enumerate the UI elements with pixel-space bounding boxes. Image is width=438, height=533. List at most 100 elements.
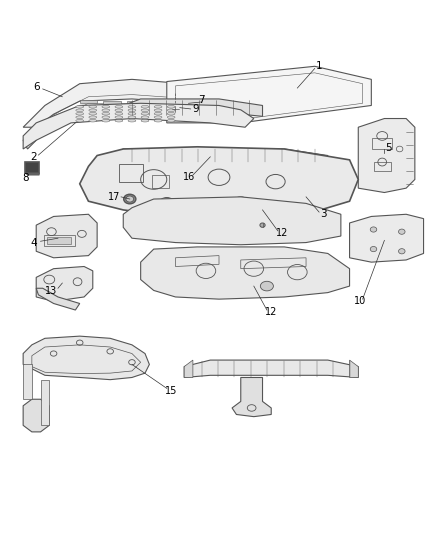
Polygon shape bbox=[127, 101, 144, 104]
Bar bbox=[152, 175, 169, 188]
Ellipse shape bbox=[115, 119, 123, 122]
Bar bbox=[372, 138, 392, 149]
Polygon shape bbox=[23, 127, 36, 149]
Polygon shape bbox=[23, 399, 49, 432]
Ellipse shape bbox=[399, 229, 405, 235]
Text: 10: 10 bbox=[354, 296, 367, 306]
Ellipse shape bbox=[141, 112, 149, 115]
Text: 17: 17 bbox=[107, 192, 120, 202]
Polygon shape bbox=[141, 247, 350, 299]
Polygon shape bbox=[358, 118, 415, 192]
Ellipse shape bbox=[89, 106, 97, 108]
Ellipse shape bbox=[76, 109, 84, 111]
Ellipse shape bbox=[141, 119, 149, 122]
Polygon shape bbox=[350, 214, 424, 262]
Ellipse shape bbox=[141, 109, 149, 111]
Polygon shape bbox=[36, 214, 97, 258]
Text: 12: 12 bbox=[265, 307, 277, 317]
Ellipse shape bbox=[141, 106, 149, 108]
Ellipse shape bbox=[167, 112, 175, 115]
Text: 4: 4 bbox=[31, 238, 37, 248]
Text: 12: 12 bbox=[276, 228, 288, 238]
Text: 2: 2 bbox=[31, 152, 37, 162]
Ellipse shape bbox=[260, 223, 265, 228]
Ellipse shape bbox=[141, 116, 149, 118]
Ellipse shape bbox=[167, 116, 175, 118]
Polygon shape bbox=[167, 66, 371, 123]
Ellipse shape bbox=[370, 227, 377, 232]
Polygon shape bbox=[110, 149, 328, 162]
Polygon shape bbox=[174, 102, 191, 105]
Ellipse shape bbox=[128, 109, 136, 111]
Text: 16: 16 bbox=[183, 172, 195, 182]
Polygon shape bbox=[25, 173, 39, 175]
Polygon shape bbox=[123, 99, 262, 116]
Ellipse shape bbox=[154, 106, 162, 108]
Polygon shape bbox=[232, 377, 271, 417]
Polygon shape bbox=[184, 360, 193, 377]
Ellipse shape bbox=[128, 116, 136, 118]
Ellipse shape bbox=[76, 106, 84, 108]
Ellipse shape bbox=[102, 109, 110, 111]
Ellipse shape bbox=[370, 246, 377, 252]
Bar bbox=[25, 162, 39, 173]
Ellipse shape bbox=[89, 109, 97, 111]
Ellipse shape bbox=[399, 249, 405, 254]
Ellipse shape bbox=[128, 119, 136, 122]
Bar bbox=[44, 235, 74, 246]
Polygon shape bbox=[23, 79, 241, 127]
Bar bbox=[47, 237, 71, 244]
Ellipse shape bbox=[154, 116, 162, 118]
Ellipse shape bbox=[126, 196, 134, 202]
Ellipse shape bbox=[76, 116, 84, 118]
Ellipse shape bbox=[154, 119, 162, 122]
Polygon shape bbox=[36, 288, 80, 310]
Ellipse shape bbox=[154, 112, 162, 115]
Polygon shape bbox=[350, 360, 358, 377]
Polygon shape bbox=[36, 266, 93, 301]
Polygon shape bbox=[80, 100, 97, 103]
Ellipse shape bbox=[260, 281, 273, 291]
Text: 6: 6 bbox=[33, 82, 39, 92]
Ellipse shape bbox=[102, 112, 110, 115]
Polygon shape bbox=[41, 379, 49, 425]
Text: 8: 8 bbox=[22, 173, 28, 183]
Ellipse shape bbox=[89, 116, 97, 118]
Ellipse shape bbox=[172, 106, 180, 112]
Polygon shape bbox=[80, 147, 358, 219]
Text: 15: 15 bbox=[165, 385, 177, 395]
Ellipse shape bbox=[89, 119, 97, 122]
Bar bbox=[374, 162, 391, 171]
Ellipse shape bbox=[115, 116, 123, 118]
Ellipse shape bbox=[76, 112, 84, 115]
Ellipse shape bbox=[154, 109, 162, 111]
Text: 3: 3 bbox=[320, 209, 327, 219]
Polygon shape bbox=[150, 102, 168, 104]
Polygon shape bbox=[23, 336, 149, 379]
Text: 9: 9 bbox=[193, 104, 199, 114]
Ellipse shape bbox=[89, 112, 97, 115]
Polygon shape bbox=[123, 197, 341, 245]
Bar bbox=[119, 164, 143, 182]
Ellipse shape bbox=[115, 106, 123, 108]
Polygon shape bbox=[103, 101, 120, 104]
Ellipse shape bbox=[102, 106, 110, 108]
Ellipse shape bbox=[128, 106, 136, 108]
Ellipse shape bbox=[128, 112, 136, 115]
Ellipse shape bbox=[167, 106, 175, 108]
Ellipse shape bbox=[124, 194, 136, 204]
Polygon shape bbox=[184, 360, 358, 377]
Ellipse shape bbox=[102, 119, 110, 122]
Ellipse shape bbox=[102, 116, 110, 118]
Text: 1: 1 bbox=[316, 61, 322, 71]
Text: 7: 7 bbox=[198, 95, 205, 105]
Ellipse shape bbox=[76, 119, 84, 122]
Text: 5: 5 bbox=[385, 143, 392, 152]
Ellipse shape bbox=[167, 109, 175, 111]
Polygon shape bbox=[23, 103, 254, 149]
Polygon shape bbox=[197, 102, 215, 106]
Text: 13: 13 bbox=[45, 286, 57, 296]
Ellipse shape bbox=[167, 119, 175, 122]
Polygon shape bbox=[23, 365, 32, 399]
Ellipse shape bbox=[115, 109, 123, 111]
